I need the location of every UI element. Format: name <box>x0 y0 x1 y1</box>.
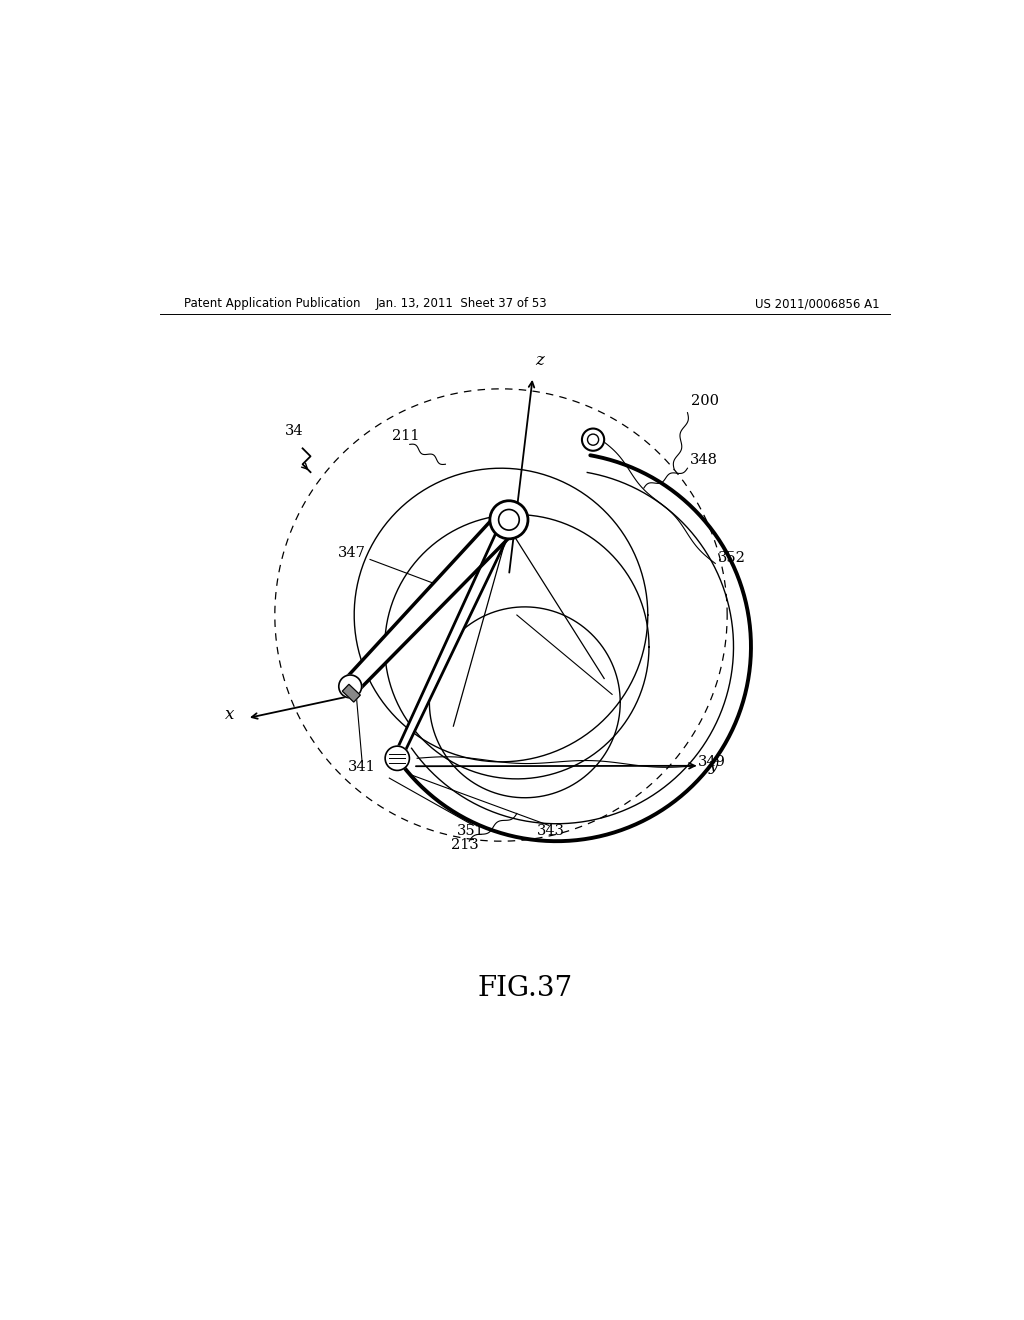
Text: x: x <box>225 706 234 723</box>
Circle shape <box>489 500 528 539</box>
Polygon shape <box>393 517 515 760</box>
Polygon shape <box>344 511 518 693</box>
Text: 200: 200 <box>691 393 720 408</box>
Text: z: z <box>535 352 544 370</box>
Circle shape <box>582 429 604 450</box>
Text: 349: 349 <box>697 755 726 768</box>
Text: Patent Application Publication: Patent Application Publication <box>183 297 360 310</box>
Text: Jan. 13, 2011  Sheet 37 of 53: Jan. 13, 2011 Sheet 37 of 53 <box>376 297 547 310</box>
Text: US 2011/0006856 A1: US 2011/0006856 A1 <box>755 297 880 310</box>
Text: 351: 351 <box>457 824 484 838</box>
Text: 341: 341 <box>348 759 376 774</box>
Bar <box>342 684 360 702</box>
Text: FIG.37: FIG.37 <box>477 974 572 1002</box>
Circle shape <box>339 675 361 698</box>
Text: 343: 343 <box>537 824 565 838</box>
Text: 34: 34 <box>286 424 304 438</box>
Text: 213: 213 <box>452 838 479 853</box>
Text: 352: 352 <box>718 550 745 565</box>
Circle shape <box>385 746 410 771</box>
Bar <box>342 684 360 702</box>
Text: y: y <box>709 758 718 775</box>
Text: 211: 211 <box>392 429 420 444</box>
Text: 347: 347 <box>338 546 366 560</box>
Text: 348: 348 <box>690 453 718 467</box>
